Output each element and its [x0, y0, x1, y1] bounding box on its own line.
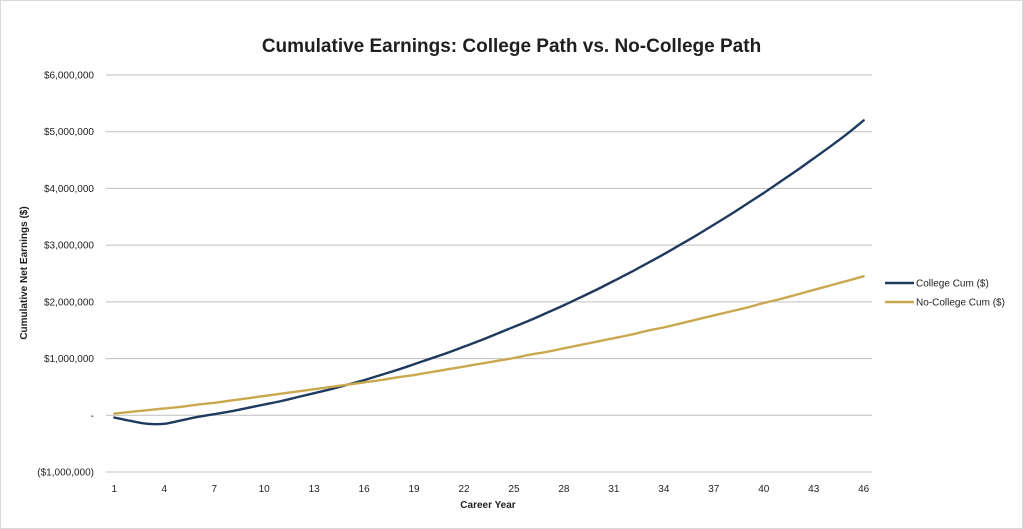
- y-tick-label: $6,000,000: [44, 71, 94, 82]
- legend-label: No-College Cum ($): [916, 298, 1005, 309]
- x-tick-label: 1: [112, 484, 118, 495]
- x-tick-label: 25: [508, 484, 520, 495]
- y-tick-label: $1,000,000: [44, 354, 94, 365]
- x-tick-label: 40: [758, 484, 770, 495]
- x-axis-ticks: 1 4 7 10 13 16 19 22 25 28 31 34 37 40 43 46: [112, 484, 870, 495]
- x-tick-label: 43: [808, 484, 820, 495]
- grid-lines: [106, 74, 872, 473]
- y-tick-label: $2,000,000: [44, 297, 94, 308]
- x-tick-label: 10: [259, 484, 271, 495]
- y-tick-label: ($1,000,000): [37, 468, 94, 479]
- y-tick-label: $3,000,000: [44, 241, 94, 252]
- y-tick-label: -: [91, 411, 94, 422]
- x-tick-label: 28: [558, 484, 570, 495]
- x-tick-label: 16: [359, 484, 371, 495]
- x-tick-label: 46: [858, 484, 870, 495]
- x-tick-label: 7: [211, 484, 217, 495]
- chart-title: Cumulative Earnings: College Path vs. No…: [261, 36, 762, 57]
- x-tick-label: 13: [309, 484, 321, 495]
- y-tick-label: $5,000,000: [44, 127, 94, 138]
- series-line-2: [113, 275, 865, 415]
- legend: College Cum ($) No-College Cum ($): [885, 279, 1005, 309]
- x-axis-title: Career Year: [460, 500, 516, 511]
- y-axis-ticks: ($1,000,000) - $1,000,000 $2,000,000 $3,000,…: [37, 71, 94, 479]
- legend-label: College Cum ($): [916, 279, 989, 290]
- x-tick-label: 31: [608, 484, 620, 495]
- series-lines: [113, 119, 865, 426]
- y-axis-title: Cumulative Net Earnings ($): [19, 206, 30, 339]
- y-tick-label: $4,000,000: [44, 184, 94, 195]
- x-tick-label: 19: [409, 484, 421, 495]
- x-tick-label: 22: [458, 484, 470, 495]
- x-tick-label: 34: [658, 484, 670, 495]
- x-tick-label: 37: [708, 484, 720, 495]
- series-line-1: [113, 119, 865, 426]
- x-tick-label: 4: [162, 484, 168, 495]
